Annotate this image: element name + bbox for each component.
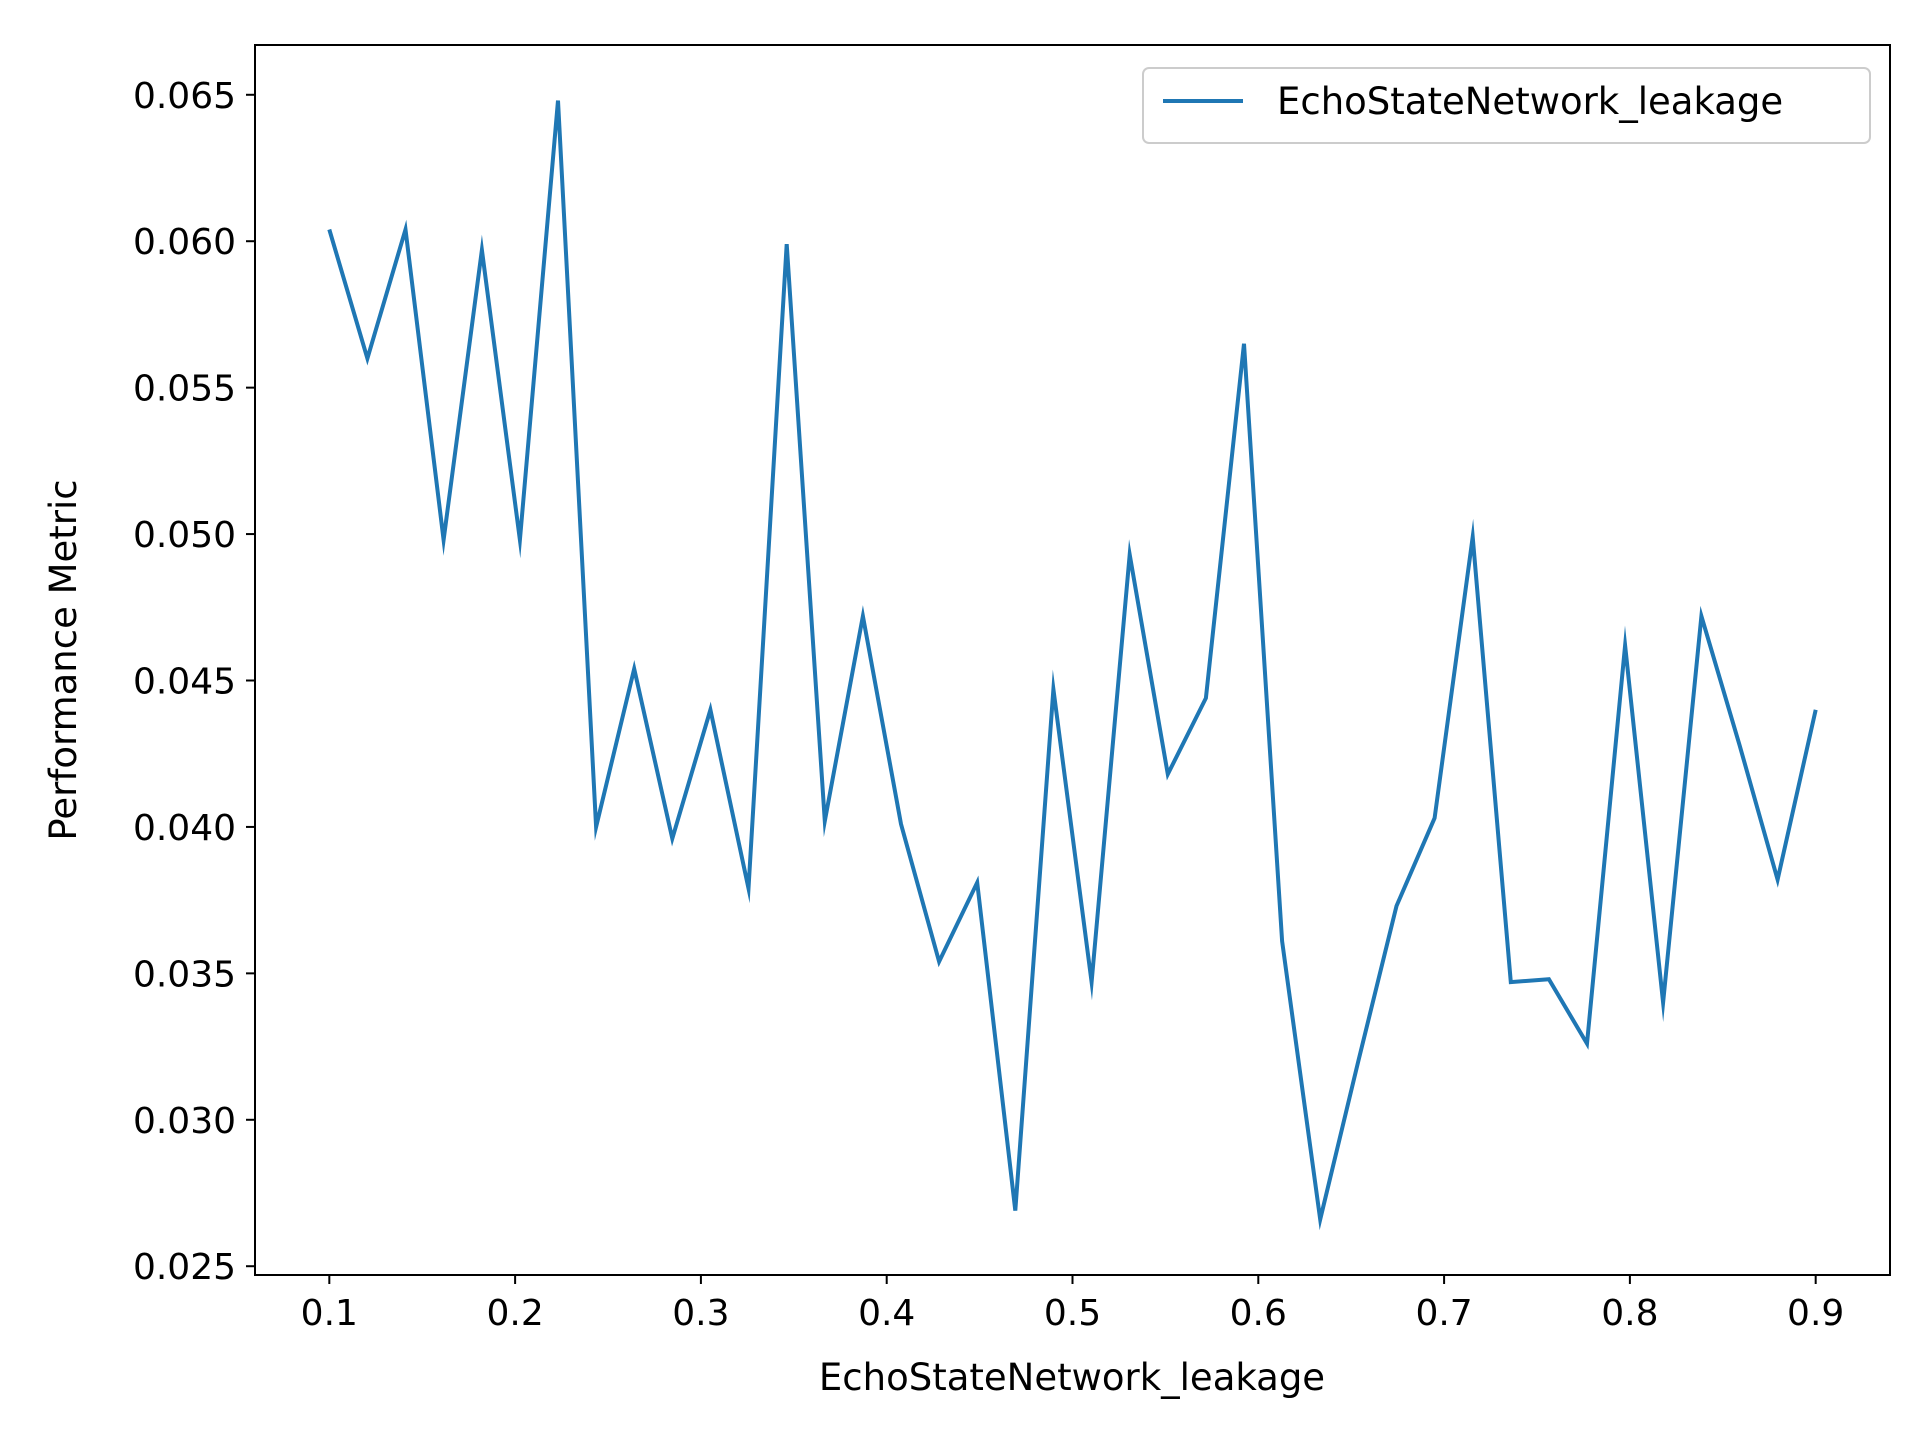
y-tick-label: 0.060 [133, 222, 236, 263]
y-tick-label: 0.040 [133, 808, 236, 849]
series-layer [327, 100, 1818, 1231]
legend-box [1142, 67, 1871, 144]
plot-frame [254, 44, 1891, 1276]
y-tick-label: 0.025 [133, 1247, 236, 1288]
x-tick-label: 0.9 [1787, 1293, 1844, 1334]
y-tick-label: 0.035 [133, 954, 236, 995]
x-axis-title: EchoStateNetwork_leakage [819, 1356, 1325, 1399]
x-tick-label: 0.5 [1044, 1293, 1101, 1334]
x-tick-label: 0.1 [301, 1293, 358, 1334]
x-tick-label: 0.6 [1230, 1293, 1287, 1334]
y-tick-label: 0.055 [133, 369, 236, 410]
x-axis-ticks: 0.1 0.2 0.3 0.4 0.5 0.6 0.7 0.8 0.9 [301, 1275, 1844, 1334]
x-tick-label: 0.4 [858, 1293, 915, 1334]
series-line [327, 100, 1818, 1231]
plot-area [255, 45, 1890, 1275]
y-axis-title: Performance Metric [42, 479, 85, 840]
y-tick-label: 0.065 [133, 76, 236, 117]
legend: EchoStateNetwork_leakage [1142, 67, 1871, 144]
legend-label: EchoStateNetwork_leakage [1277, 80, 1783, 123]
y-tick-label: 0.045 [133, 662, 236, 703]
x-tick-label: 0.7 [1415, 1293, 1472, 1334]
y-tick-label: 0.050 [133, 515, 236, 556]
x-tick-label: 0.3 [672, 1293, 729, 1334]
y-tick-label: 0.030 [133, 1101, 236, 1142]
x-tick-label: 0.2 [486, 1293, 543, 1334]
y-axis-ticks: 0.025 0.030 0.035 0.040 0.045 0.050 0.055 0.060… [133, 76, 255, 1288]
x-tick-label: 0.8 [1601, 1293, 1658, 1334]
